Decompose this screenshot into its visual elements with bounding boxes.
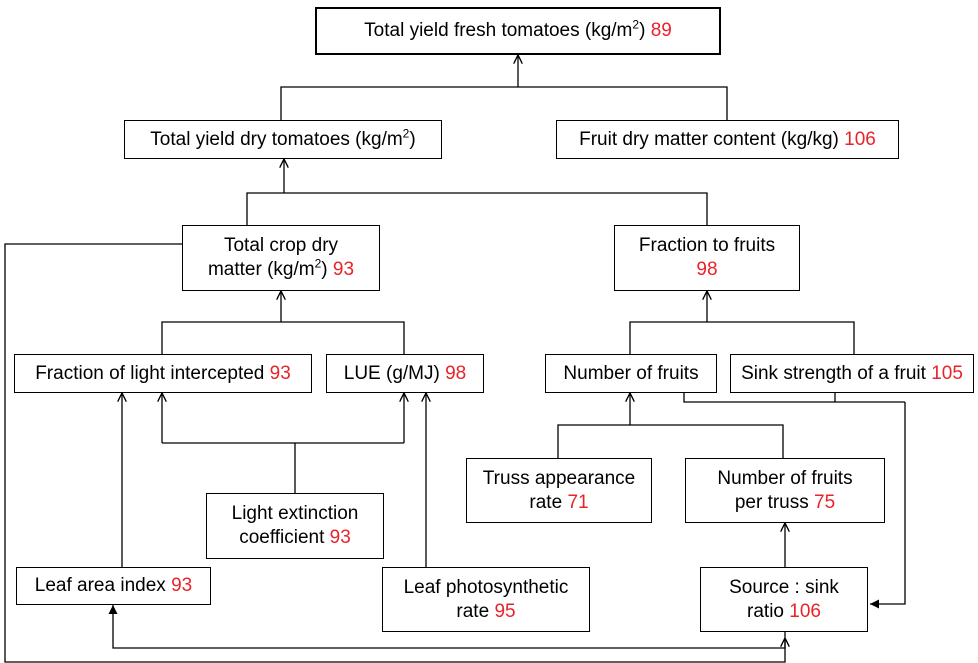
node-total-yield-dry: Total yield dry tomatoes (kg/m2): [124, 120, 442, 159]
node-photo-line1: Leaf photosynthetic: [403, 576, 569, 598]
node-lai-text: Leaf area index 93: [34, 575, 193, 596]
node-truss-line1: Truss appearance: [482, 467, 636, 489]
link-cropdm-fraction-to-dry: [246, 192, 708, 225]
node-lue-text: LUE (g/MJ) 98: [343, 362, 467, 384]
node-fruits-per-truss: Number of fruits per truss 75: [685, 458, 885, 523]
node-light-text: Fraction of light intercepted 93: [35, 362, 291, 384]
link-light-lue-to-cropdm: [161, 321, 405, 354]
node-extinction-value: 93: [329, 527, 351, 548]
node-leaf-area-index: Leaf area index 93: [16, 567, 211, 605]
link-number-to-source: [683, 392, 905, 403]
link-number-sink-to-fraction: [629, 321, 855, 354]
node-sink-text: Sink strength of a fruit 105: [741, 362, 963, 384]
node-fruit-dry-matter: Fruit dry matter content (kg/kg) 106: [556, 120, 899, 159]
node-total-yield-fresh-text: Total yield fresh tomatoes (kg/m2) 89: [364, 17, 672, 41]
arrow-to-source-sink: [870, 402, 906, 609]
node-photo-line2: rate 95: [456, 600, 516, 622]
node-source-sink-ratio: Source : sink ratio 106: [700, 567, 868, 632]
node-lue-value: 98: [445, 362, 467, 384]
node-total-yield-dry-text: Total yield dry tomatoes (kg/m2): [150, 126, 416, 150]
node-sink-value: 105: [931, 362, 963, 384]
node-sink-strength: Sink strength of a fruit 105: [730, 354, 974, 393]
node-fraction-value: 98: [696, 259, 718, 280]
node-fruit-dry-matter-text: Fruit dry matter content (kg/kg) 106: [579, 128, 876, 150]
node-source-line1: Source : sink: [729, 576, 839, 598]
node-per-truss-line2: per truss 75: [734, 491, 836, 513]
node-total-crop-dry-matter: Total crop dry matter (kg/m2) 93: [182, 225, 380, 291]
node-extinction-line1: Light extinction: [231, 503, 359, 524]
node-source-value: 106: [789, 600, 821, 622]
node-truss-appearance-rate: Truss appearance rate 71: [466, 458, 652, 523]
arrow-cropdm-loop-to-source: [4, 243, 785, 663]
node-crop-dm-line2: matter (kg/m2) 93: [207, 256, 355, 280]
node-fraction-to-fruits: Fraction to fruits 98: [614, 225, 800, 291]
node-lai-value: 93: [171, 575, 193, 596]
node-total-yield-fresh-value: 89: [650, 20, 672, 41]
node-fraction-line1: Fraction to fruits: [638, 235, 776, 256]
node-total-yield-fresh: Total yield fresh tomatoes (kg/m2) 89: [315, 7, 721, 55]
node-number-fruits-text: Number of fruits: [563, 362, 699, 384]
node-fraction-light-intercepted: Fraction of light intercepted 93: [14, 354, 312, 393]
node-lue: LUE (g/MJ) 98: [326, 354, 484, 393]
node-light-value: 93: [269, 362, 291, 384]
node-crop-dm-value: 93: [332, 259, 355, 280]
node-truss-value: 71: [567, 491, 589, 513]
node-light-extinction: Light extinction coefficient 93: [206, 493, 384, 559]
node-truss-line2: rate 71: [529, 491, 589, 513]
node-photo-value: 95: [494, 600, 516, 622]
link-dry-fm-to-fresh: [280, 86, 728, 120]
node-leaf-photosynthetic-rate: Leaf photosynthetic rate 95: [382, 567, 590, 632]
node-extinction-line2: coefficient 93: [239, 527, 351, 548]
node-number-of-fruits: Number of fruits: [545, 354, 717, 393]
link-truss-perTruss-to-number: [557, 424, 784, 458]
node-per-truss-value: 75: [814, 491, 836, 513]
node-fruit-dry-matter-value: 106: [844, 128, 876, 150]
node-source-line2: ratio 106: [747, 600, 821, 622]
node-crop-dm-line1: Total crop dry: [223, 235, 339, 256]
node-per-truss-line1: Number of fruits: [717, 467, 853, 489]
